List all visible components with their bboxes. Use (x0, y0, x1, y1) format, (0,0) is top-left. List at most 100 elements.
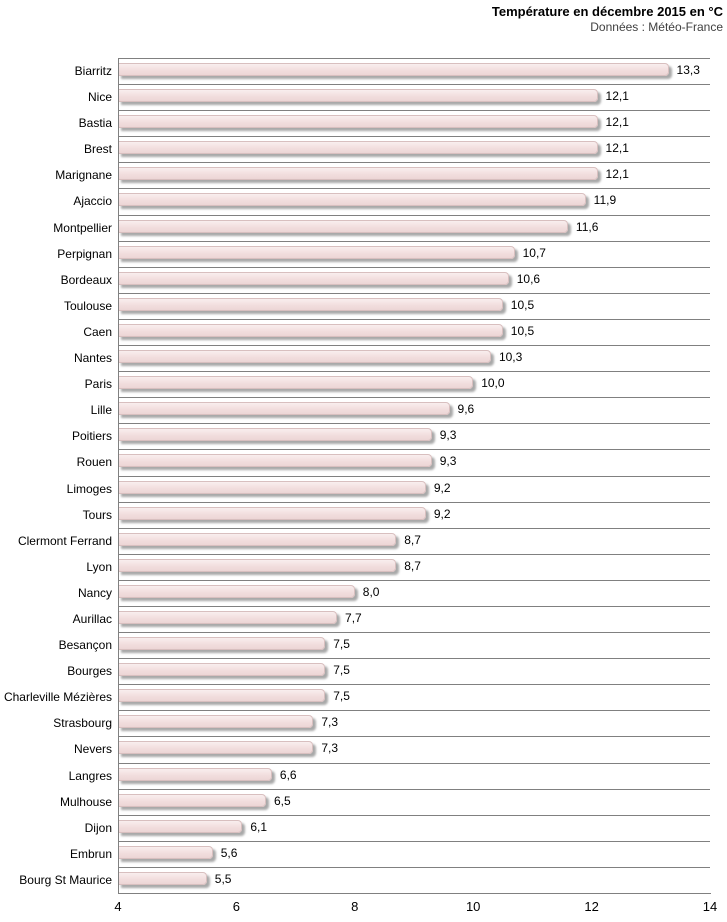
grid-separator-band: 7,5 (118, 684, 710, 710)
bar (118, 558, 397, 572)
bar (118, 63, 669, 76)
grid-separator-band: 7,5 (118, 658, 710, 684)
grid-separator-band: 10,6 (118, 266, 710, 293)
category-label: Bastia (78, 116, 112, 131)
chart-row: Embrun 5,6 (0, 840, 727, 867)
value-label: 10,7 (522, 245, 546, 260)
value-label: 10,5 (510, 297, 535, 312)
category-label: Clermont Ferrand (17, 533, 112, 548)
category-label: Bourges (67, 664, 112, 679)
grid-separator-band: 6,5 (118, 788, 710, 815)
chart-row: Limoges 9,2 (0, 475, 727, 502)
chart-row: Brest 12,1 (0, 136, 727, 162)
category-label: Nancy (77, 585, 112, 600)
value-label: 8,0 (362, 584, 380, 599)
bar (118, 350, 491, 364)
bar (118, 480, 426, 494)
grid-separator-band: 8,7 (118, 527, 710, 554)
grid-separator-band: 7,3 (118, 736, 710, 762)
bar (118, 193, 586, 207)
x-tick-label: 14 (702, 899, 718, 914)
chart-row: Bourges 7,5 (0, 658, 727, 684)
chart-row: Lyon 8,7 (0, 553, 727, 580)
chart-row: Aurillac 7,7 (0, 605, 727, 632)
value-label: 7,3 (321, 715, 339, 730)
category-label: Nevers (73, 742, 112, 757)
x-tick-label: 10 (465, 899, 481, 914)
value-label: 13,3 (676, 63, 700, 77)
bar (118, 689, 326, 703)
chart-title: Température en décembre 2015 en °C (491, 4, 723, 19)
value-label: 8,7 (404, 532, 421, 547)
grid-separator-band: 10,5 (118, 318, 710, 345)
grid-separator-band: 12,1 (118, 84, 710, 110)
category-label: Caen (83, 324, 112, 339)
chart-row: Lille 9,6 (0, 397, 727, 423)
chart-row: Caen 10,5 (0, 318, 727, 345)
bar (118, 584, 355, 598)
chart-row: Marignane 12,1 (0, 162, 727, 188)
grid-separator-band: 12,1 (118, 136, 710, 162)
category-label: Paris (84, 377, 112, 392)
value-label: 6,6 (279, 767, 297, 782)
grid-separator-band: 10,5 (118, 292, 710, 319)
category-label: Lille (90, 403, 112, 418)
value-label: 6,5 (274, 793, 291, 808)
grid-separator-band: 5,6 (118, 840, 710, 867)
category-label: Biarritz (74, 64, 112, 78)
category-label: Brest (83, 142, 112, 157)
grid-separator-band: 6,1 (118, 814, 710, 841)
chart-row: Strasbourg 7,3 (0, 710, 727, 736)
bar (118, 715, 314, 729)
category-label: Montpellier (53, 220, 112, 235)
value-label: 6,1 (250, 819, 267, 834)
grid-separator-band: 11,6 (118, 214, 710, 241)
category-label: Limoges (66, 481, 112, 496)
value-label: 10,6 (516, 271, 541, 286)
bar (118, 871, 207, 885)
category-label: Bordeaux (60, 272, 112, 287)
bar (118, 141, 598, 155)
category-label: Toulouse (63, 298, 112, 313)
chart-row: Rouen 9,3 (0, 449, 727, 475)
value-label: 11,6 (575, 219, 599, 234)
category-label: Nice (87, 90, 112, 105)
grid-separator-band: 10,0 (118, 371, 710, 397)
chart-row: Charleville Mézières 7,5 (0, 684, 727, 710)
value-label: 11,9 (593, 193, 617, 208)
category-label: Rouen (76, 455, 112, 470)
grid-separator-band: 9,3 (118, 423, 710, 449)
chart-row: Bourg St Maurice 5,5 (0, 866, 727, 893)
category-label: Charleville Mézières (3, 690, 112, 705)
value-label: 7,7 (345, 610, 362, 625)
bar (118, 610, 338, 624)
category-label: Aurillac (72, 611, 112, 626)
chart-row: Nevers 7,3 (0, 736, 727, 762)
bar (118, 402, 450, 416)
grid-separator-band: 11,9 (118, 188, 710, 214)
value-label: 12,1 (605, 115, 629, 130)
category-label: Lyon (86, 559, 112, 574)
chart-row: Perpignan 10,7 (0, 240, 727, 267)
bar (118, 819, 243, 833)
value-label: 8,7 (404, 558, 421, 573)
category-label: Embrun (69, 846, 112, 861)
chart-row: Tours 9,2 (0, 501, 727, 528)
value-label: 7,5 (333, 663, 350, 678)
chart-row: Nantes 10,3 (0, 345, 727, 371)
category-label: Bourg St Maurice (19, 872, 112, 887)
chart-row: Dijon 6,1 (0, 814, 727, 841)
x-tick-label: 4 (114, 899, 122, 914)
chart-row: Bastia 12,1 (0, 110, 727, 136)
value-label: 12,1 (605, 167, 629, 182)
chart-row: Bordeaux 10,6 (0, 266, 727, 293)
chart-row: Paris 10,0 (0, 371, 727, 397)
grid-separator-band: 13,3 (118, 58, 710, 84)
grid-separator-band: 10,7 (118, 240, 710, 267)
value-label: 10,3 (498, 350, 523, 365)
chart-subtitle: Données : Météo-France (590, 19, 723, 34)
bar (118, 767, 272, 781)
bar (118, 219, 568, 233)
value-label: 9,3 (439, 428, 457, 443)
